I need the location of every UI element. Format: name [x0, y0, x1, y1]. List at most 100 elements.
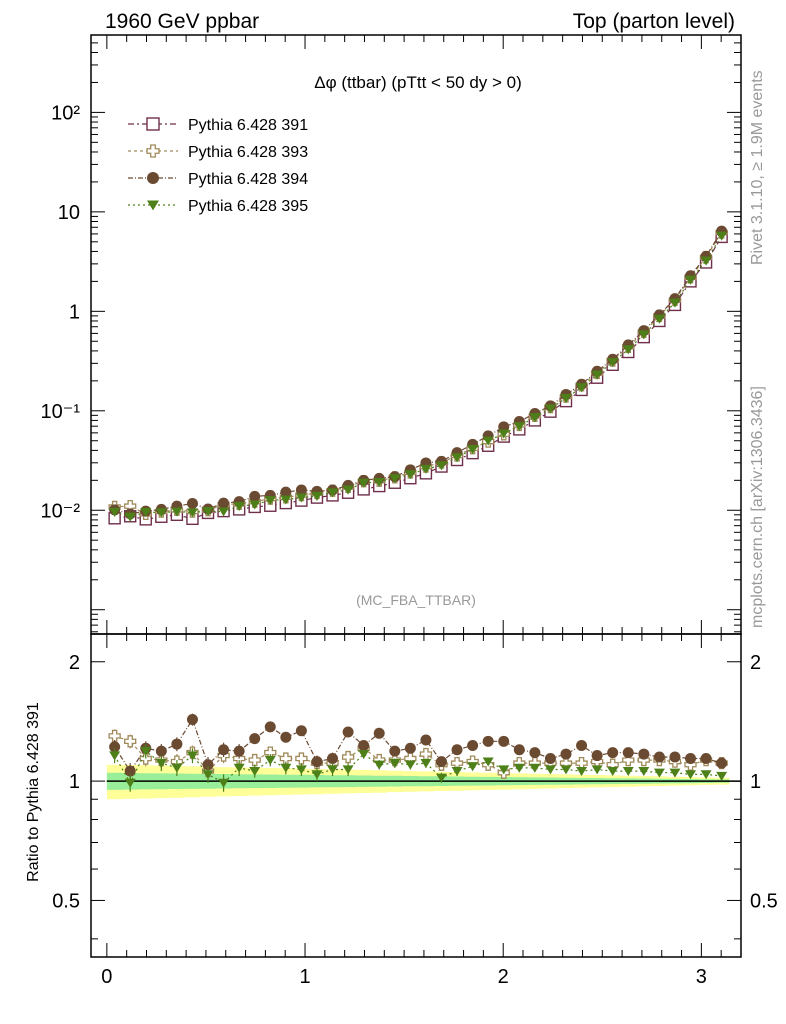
main-data-point [498, 429, 510, 439]
main-data-point [280, 495, 292, 505]
ratio-data-point [404, 742, 416, 754]
ratio-data-point [311, 770, 323, 780]
ratio-data-point [249, 766, 261, 777]
ratio-panel: 0.5 0.5 1 1 2 2 0 1 2 3 [52, 633, 778, 988]
ratio-data-point [467, 762, 479, 772]
main-data-point [218, 497, 230, 509]
main-series-line [114, 230, 723, 515]
main-data-point [622, 345, 634, 355]
ratio-series-line [114, 718, 722, 773]
ratio-data-point [622, 766, 634, 777]
ratio-data-point [186, 714, 198, 726]
ratio-data-point [124, 778, 136, 788]
ratio-data-point [202, 759, 214, 771]
ratio-data-point [171, 738, 183, 750]
ratio-data-point [327, 753, 339, 765]
main-data-point [342, 485, 354, 495]
ratio-xtick-label: 0 [101, 966, 112, 988]
ratio-data-point [622, 747, 634, 759]
legend-marker [146, 144, 160, 158]
ratio-data-point [341, 750, 355, 764]
legend-entry: Pythia 6.428 391 [188, 117, 308, 134]
ratio-data-point [218, 744, 230, 756]
ratio-data-point [607, 747, 619, 759]
ratio-data-point [685, 770, 697, 780]
ratio-data-point [716, 771, 728, 781]
main-data-point [373, 477, 385, 488]
main-data-point [155, 508, 167, 518]
legend-entry: Pythia 6.428 394 [188, 171, 308, 188]
ratio-data-point [358, 749, 370, 760]
main-data-point [513, 422, 525, 432]
ratio-data-point [124, 735, 137, 748]
ratio-data-point [311, 756, 323, 768]
main-data-point [233, 502, 245, 512]
ratio-data-point [638, 766, 650, 777]
main-ytick-label: 10⁻¹ [41, 401, 81, 423]
main-data-point [576, 383, 588, 393]
main-data-point [186, 497, 198, 509]
ratio-data-point [435, 773, 447, 783]
main-ytick-label: 10² [51, 102, 80, 124]
main-data-point [295, 493, 307, 503]
ratio-data-point [544, 753, 556, 765]
main-data-point [482, 436, 494, 446]
ratio-ytick-label: 1 [69, 771, 80, 793]
ratio-data-point [389, 745, 401, 757]
main-data-point [653, 314, 665, 324]
ratio-data-point [638, 748, 650, 760]
ratio-data-point [435, 756, 447, 768]
ratio-data-point [591, 750, 603, 762]
ratio-frame [90, 633, 742, 958]
ratio-data-point [669, 768, 681, 778]
ratio-data-point [560, 765, 572, 775]
ratio-data-point [700, 770, 712, 780]
main-data-point [685, 275, 697, 285]
header-left: 1960 GeV ppbar [105, 10, 259, 33]
ratio-data-point [498, 765, 510, 775]
main-data-point [389, 474, 401, 484]
main-data-point [591, 370, 603, 380]
legend-marker [147, 200, 159, 211]
ratio-data-point [373, 760, 385, 770]
ratio-data-point [108, 729, 121, 743]
main-ytick-label: 10 [58, 202, 80, 224]
ratio-series-line [114, 750, 722, 785]
ratio-data-point [576, 766, 588, 777]
ratio-data-point [295, 725, 307, 737]
ratio-ytick-label-right: 0.5 [750, 890, 778, 912]
main-data-point [669, 298, 681, 308]
ratio-data-point [109, 741, 121, 753]
ratio-data-point [419, 747, 433, 761]
ratio-data-point [482, 757, 494, 767]
ratio-data-point [700, 753, 712, 765]
ratio-data-point [529, 763, 541, 773]
legend-entry: Pythia 6.428 393 [188, 144, 308, 161]
ratio-data-point [109, 751, 121, 761]
ratio-data-point [576, 739, 588, 751]
ratio-data-point [669, 751, 681, 763]
ratio-xtick-label: 2 [498, 966, 509, 988]
ratio-data-point [280, 731, 292, 743]
ratio-data-point [373, 727, 385, 739]
main-data-point [358, 478, 370, 488]
main-data-point [327, 488, 339, 498]
ratio-data-point [140, 747, 152, 757]
ratio-ylabel: Ratio to Pythia 6.428 391 [25, 702, 42, 882]
main-ytick-label: 10⁻² [41, 500, 81, 522]
main-ytick-label: 1 [69, 301, 80, 323]
ratio-data-point [653, 768, 665, 778]
ratio-data-point [513, 763, 525, 773]
ratio-data-point [155, 745, 167, 757]
ratio-data-point [358, 739, 370, 751]
main-data-point [716, 231, 728, 241]
ratio-data-point [295, 765, 307, 775]
legend: Pythia 6.428 391 Pythia 6.428 393 Pythia 6… [128, 117, 308, 215]
legend-entry: Pythia 6.428 395 [188, 198, 308, 215]
ratio-data-point [544, 765, 556, 775]
ratio-data-point [139, 752, 152, 765]
main-data-point [700, 256, 712, 266]
ratio-ytick-label: 2 [69, 652, 80, 674]
main-series-line [114, 235, 723, 518]
